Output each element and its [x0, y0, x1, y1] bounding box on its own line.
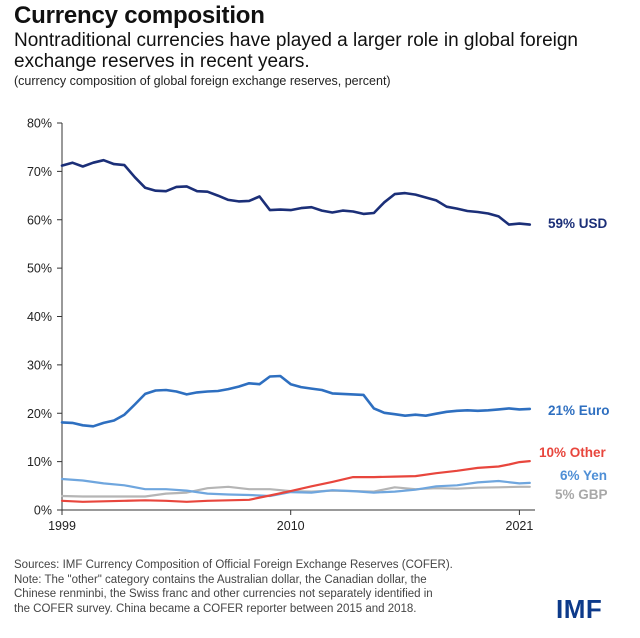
footer-note-line: the COFER survey. China became a COFER r…: [14, 602, 417, 615]
series-label-other: 10% Other: [539, 445, 607, 460]
series-line-euro: [60, 374, 532, 428]
y-tick-label: 50%: [27, 262, 52, 276]
chart-subtitle: Nontraditional currencies have played a …: [14, 30, 578, 72]
x-tick-label: 2021: [506, 519, 534, 533]
series-label-gbp: 5% GBP: [555, 487, 608, 502]
chart-series-labels: 59% USD 21% Euro 10% Other 6% Yen 5% GBP: [539, 216, 610, 502]
y-tick-label: 60%: [27, 213, 52, 227]
chart-series: [60, 158, 532, 503]
y-tick-label: 0%: [34, 504, 52, 518]
chart-title: Currency composition: [14, 2, 265, 29]
footer-note-line: Chinese renminbi, the Swiss franc and ot…: [14, 588, 433, 600]
chart-footer: Sources: IMF Currency Composition of Off…: [14, 558, 534, 616]
chart-axes: 0% 10% 20% 30% 40% 50% 60% 70% 80% 1999 2010 2021: [27, 117, 535, 533]
y-tick-label: 20%: [27, 407, 52, 421]
series-label-yen: 6% Yen: [560, 468, 607, 483]
y-tick-label: 40%: [27, 310, 52, 324]
series-line-other: [60, 460, 531, 503]
series-line-yen: [60, 477, 531, 498]
footer-note-line: Note: The "other" category contains the …: [14, 573, 427, 586]
y-tick-label: 80%: [27, 117, 52, 131]
series-line-usd: [60, 158, 532, 226]
y-tick-label: 10%: [27, 455, 52, 469]
footer-sources: Sources: IMF Currency Composition of Off…: [14, 559, 453, 571]
series-label-usd: 59% USD: [548, 216, 608, 231]
series-label-euro: 21% Euro: [548, 403, 610, 418]
y-tick-label: 70%: [27, 165, 52, 179]
imf-logo: IMF: [556, 594, 603, 624]
y-tick-label: 30%: [27, 358, 52, 372]
x-tick-label: 2010: [277, 519, 305, 533]
chart-units-note: (currency composition of global foreign …: [14, 74, 391, 88]
x-tick-label: 1999: [48, 519, 76, 533]
